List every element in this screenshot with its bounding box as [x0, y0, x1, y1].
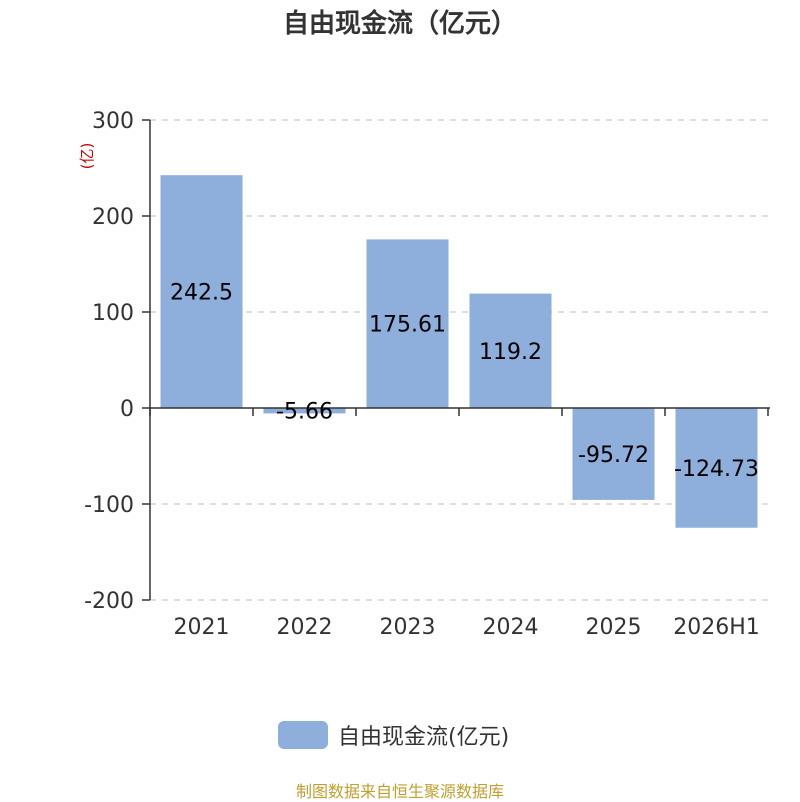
data-label-2024: 119.2 [479, 340, 542, 365]
bar-2026H1 [675, 408, 758, 528]
chart-title: 自由现金流（亿元） [282, 9, 517, 39]
grid-lines [150, 119, 768, 601]
bar-2025 [572, 408, 655, 500]
data-label-2023: 175.61 [369, 313, 446, 338]
y-tick-label: 300 [92, 109, 134, 134]
x-tick-label-2023: 2023 [380, 615, 436, 640]
y-axis-unit-label: (亿) [78, 143, 96, 170]
legend-swatch [278, 721, 328, 749]
source-note: 制图数据来自恒生聚源数据库 [295, 782, 504, 801]
y-tick-label: 100 [92, 301, 134, 326]
data-label-2026H1: -124.73 [674, 457, 759, 482]
bar-2023 [366, 239, 449, 408]
bars [160, 175, 758, 528]
y-tick-label: 0 [120, 397, 134, 422]
x-tick-label-2021: 2021 [174, 615, 230, 640]
bar-2022 [263, 408, 346, 414]
x-tick-label-2024: 2024 [483, 615, 539, 640]
data-label-2021: 242.5 [170, 281, 233, 306]
legend-label: 自由现金流(亿元) [338, 725, 510, 750]
y-tick-label: -100 [84, 493, 134, 518]
data-label-2022: -5.66 [276, 400, 333, 425]
x-tick-label-2026H1: 2026H1 [673, 615, 760, 640]
x-tick-label-2025: 2025 [586, 615, 642, 640]
data-label-2025: -95.72 [578, 443, 649, 468]
data-labels: 242.5 -5.66 175.61 119.2 -95.72 -124.73 [170, 281, 759, 482]
x-tick-label-2022: 2022 [277, 615, 333, 640]
legend[interactable]: 自由现金流(亿元) [278, 720, 509, 750]
bar-2024 [469, 293, 552, 408]
y-tick-label: 200 [92, 205, 134, 230]
axes: 300 200 100 0 -100 -200 2021 2022 2023 2024 2025 20… [84, 109, 770, 640]
y-tick-label: -200 [84, 589, 134, 614]
bar-2021 [160, 175, 243, 408]
